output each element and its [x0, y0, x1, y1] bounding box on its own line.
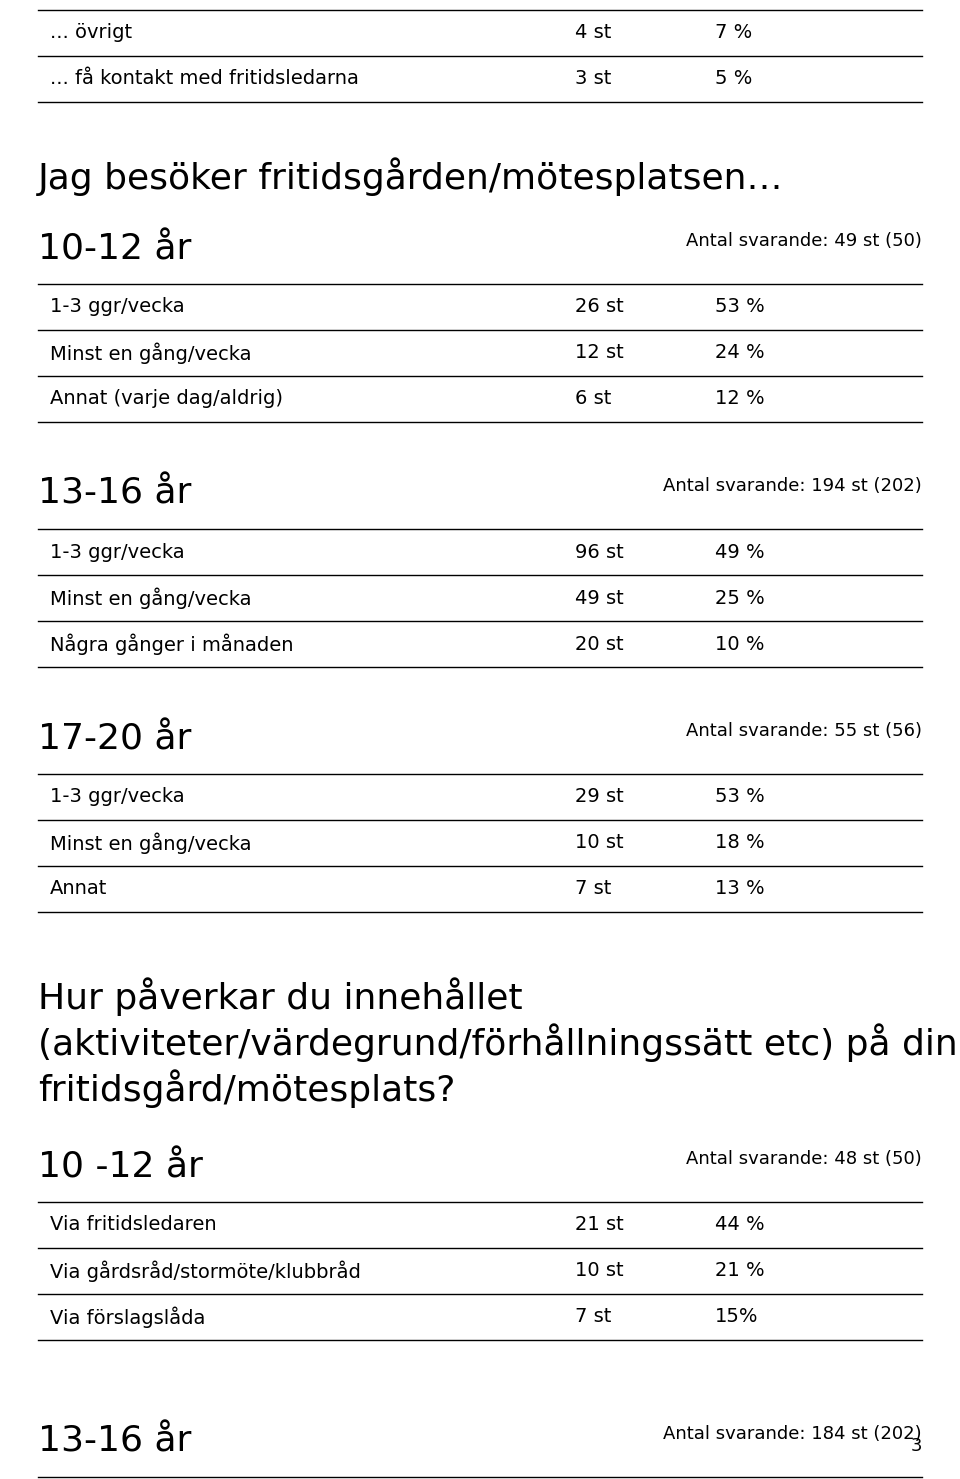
- Text: Antal svarande: 48 st (50): Antal svarande: 48 st (50): [686, 1151, 922, 1168]
- Text: Annat (varje dag/aldrig): Annat (varje dag/aldrig): [50, 389, 283, 408]
- Text: 3: 3: [910, 1438, 922, 1455]
- Text: 25 %: 25 %: [715, 589, 765, 608]
- Text: Jag besöker fritidsgården/mötesplatsen…: Jag besöker fritidsgården/mötesplatsen…: [38, 157, 783, 195]
- Text: 21 %: 21 %: [715, 1262, 764, 1281]
- Text: 6 st: 6 st: [575, 389, 612, 408]
- Text: (aktiviteter/värdegrund/förhållningssätt etc) på din: (aktiviteter/värdegrund/förhållningssätt…: [38, 1023, 958, 1062]
- Text: 12 %: 12 %: [715, 389, 764, 408]
- Text: Antal svarande: 194 st (202): Antal svarande: 194 st (202): [663, 478, 922, 495]
- Text: 96 st: 96 st: [575, 543, 624, 562]
- Text: 13-16 år: 13-16 år: [38, 1424, 191, 1458]
- Text: Antal svarande: 184 st (202): Antal svarande: 184 st (202): [663, 1424, 922, 1444]
- Text: Hur påverkar du innehållet: Hur påverkar du innehållet: [38, 978, 522, 1016]
- Text: 49 %: 49 %: [715, 543, 764, 562]
- Text: Via gårdsråd/stormöte/klubbråd: Via gårdsråd/stormöte/klubbråd: [50, 1260, 361, 1282]
- Text: 53 %: 53 %: [715, 787, 765, 806]
- Text: 7 st: 7 st: [575, 1307, 612, 1327]
- Text: 1-3 ggr/vecka: 1-3 ggr/vecka: [50, 543, 184, 562]
- Text: 12 st: 12 st: [575, 343, 624, 362]
- Text: 4 st: 4 st: [575, 24, 612, 43]
- Text: fritidsgård/mötesplats?: fritidsgård/mötesplats?: [38, 1069, 455, 1108]
- Text: Antal svarande: 49 st (50): Antal svarande: 49 st (50): [686, 232, 922, 250]
- Text: Antal svarande: 55 st (56): Antal svarande: 55 st (56): [686, 722, 922, 740]
- Text: ... övrigt: ... övrigt: [50, 24, 132, 43]
- Text: Via förslagslåda: Via förslagslåda: [50, 1306, 205, 1328]
- Text: Några gånger i månaden: Några gånger i månaden: [50, 633, 294, 655]
- Text: 20 st: 20 st: [575, 634, 624, 654]
- Text: 3 st: 3 st: [575, 70, 612, 89]
- Text: 10 st: 10 st: [575, 834, 624, 852]
- Text: 21 st: 21 st: [575, 1216, 624, 1235]
- Text: 24 %: 24 %: [715, 343, 764, 362]
- Text: 26 st: 26 st: [575, 297, 624, 317]
- Text: 7 %: 7 %: [715, 24, 753, 43]
- Text: 49 st: 49 st: [575, 589, 624, 608]
- Text: ... få kontakt med fritidsledarna: ... få kontakt med fritidsledarna: [50, 70, 359, 89]
- Text: 15%: 15%: [715, 1307, 758, 1327]
- Text: 53 %: 53 %: [715, 297, 765, 317]
- Text: 10 %: 10 %: [715, 634, 764, 654]
- Text: 10-12 år: 10-12 år: [38, 232, 191, 266]
- Text: Minst en gång/vecka: Minst en gång/vecka: [50, 833, 252, 853]
- Text: 10 -12 år: 10 -12 år: [38, 1151, 203, 1185]
- Text: 29 st: 29 st: [575, 787, 624, 806]
- Text: Via fritidsledaren: Via fritidsledaren: [50, 1216, 217, 1235]
- Text: 18 %: 18 %: [715, 834, 764, 852]
- Text: Annat: Annat: [50, 880, 108, 899]
- Text: Minst en gång/vecka: Minst en gång/vecka: [50, 587, 252, 609]
- Text: 17-20 år: 17-20 år: [38, 722, 191, 756]
- Text: 10 st: 10 st: [575, 1262, 624, 1281]
- Text: 13 %: 13 %: [715, 880, 764, 899]
- Text: 1-3 ggr/vecka: 1-3 ggr/vecka: [50, 297, 184, 317]
- Text: 1-3 ggr/vecka: 1-3 ggr/vecka: [50, 787, 184, 806]
- Text: 7 st: 7 st: [575, 880, 612, 899]
- Text: 44 %: 44 %: [715, 1216, 764, 1235]
- Text: Minst en gång/vecka: Minst en gång/vecka: [50, 342, 252, 364]
- Text: 5 %: 5 %: [715, 70, 753, 89]
- Text: 13-16 år: 13-16 år: [38, 478, 191, 512]
